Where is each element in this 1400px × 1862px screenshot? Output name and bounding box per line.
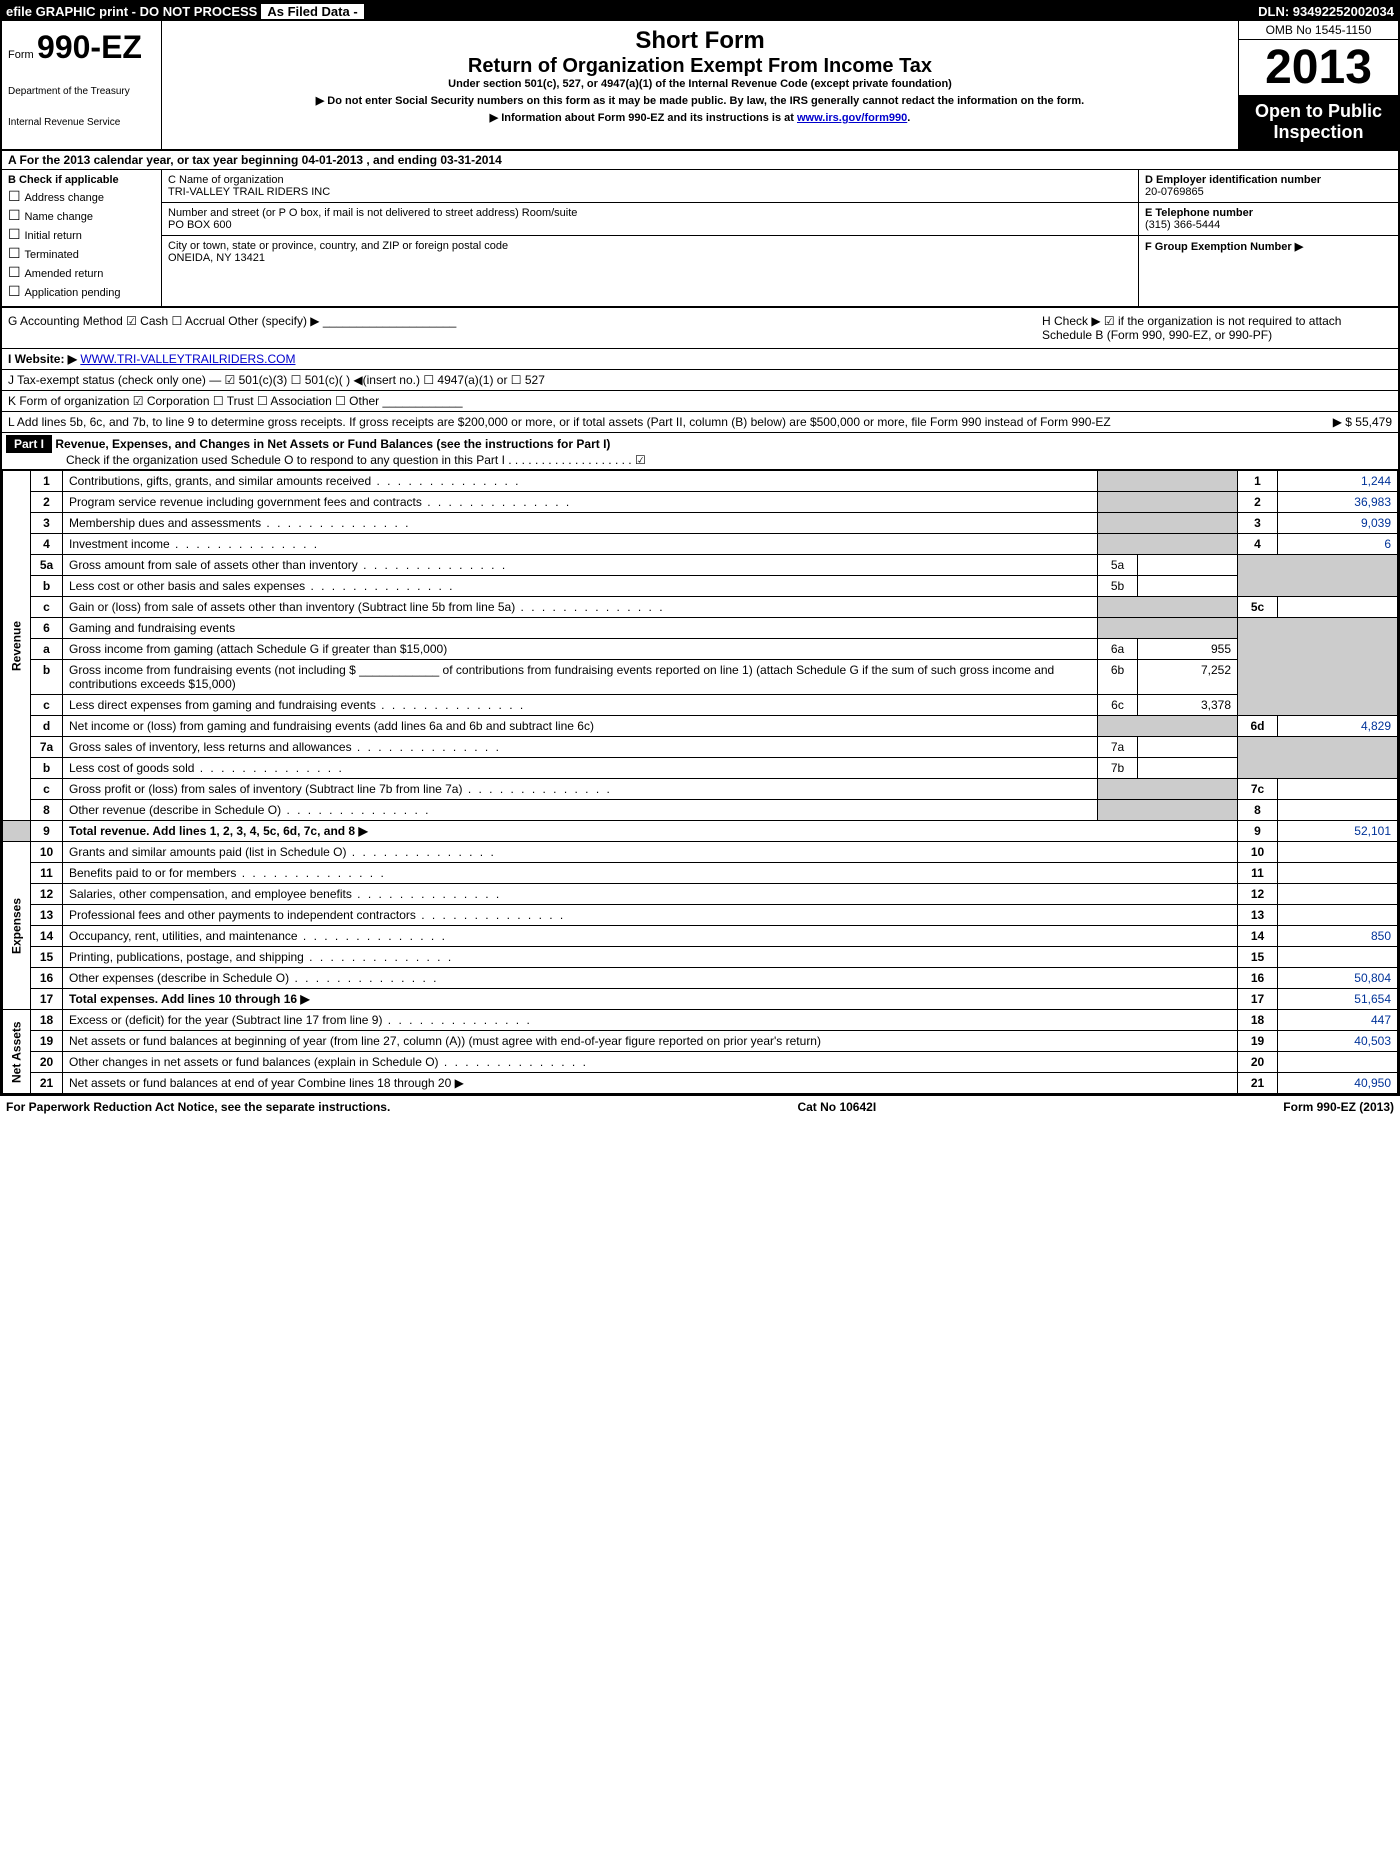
- row-k-formorg: K Form of organization ☑ Corporation ☐ T…: [2, 391, 1398, 412]
- col-b-checkboxes: B Check if applicable Address change Nam…: [2, 170, 162, 306]
- chk-pending[interactable]: Application pending: [8, 283, 155, 300]
- row-g-h: G Accounting Method ☑ Cash ☐ Accrual Oth…: [2, 308, 1398, 349]
- col-d-ein: D Employer identification number 20-0769…: [1138, 170, 1398, 306]
- row-l-gross: L Add lines 5b, 6c, and 7b, to line 9 to…: [2, 412, 1398, 433]
- form-prefix: Form: [8, 49, 34, 61]
- amt-6d: 4,829: [1278, 716, 1398, 737]
- schedule-b-check: H Check ▶ ☑ if the organization is not r…: [1042, 314, 1392, 342]
- amt-19: 40,503: [1278, 1031, 1398, 1052]
- row-a-taxyear: A For the 2013 calendar year, or tax yea…: [2, 151, 1398, 170]
- irs-label: Internal Revenue Service: [8, 117, 155, 128]
- return-title: Return of Organization Exempt From Incom…: [168, 55, 1232, 78]
- amt-21: 40,950: [1278, 1073, 1398, 1094]
- paperwork-notice: For Paperwork Reduction Act Notice, see …: [6, 1100, 390, 1114]
- part1-table: Revenue 1Contributions, gifts, grants, a…: [2, 470, 1398, 1094]
- asfiled-box: As Filed Data -: [261, 4, 363, 19]
- amt-2: 36,983: [1278, 492, 1398, 513]
- cat-no: Cat No 10642I: [797, 1100, 876, 1114]
- amt-6a: 955: [1138, 639, 1238, 660]
- form-990ez: efile GRAPHIC print - DO NOT PROCESS As …: [0, 0, 1400, 1096]
- website-link[interactable]: WWW.TRI-VALLEYTRAILRIDERS.COM: [80, 352, 295, 366]
- tax-year: 2013: [1239, 40, 1398, 95]
- amt-3: 9,039: [1278, 513, 1398, 534]
- row-i-website: I Website: ▶ WWW.TRI-VALLEYTRAILRIDERS.C…: [2, 349, 1398, 370]
- amt-6c: 3,378: [1138, 695, 1238, 716]
- amt-4: 6: [1278, 534, 1398, 555]
- short-form-title: Short Form: [168, 27, 1232, 55]
- efile-label: efile GRAPHIC print - DO NOT PROCESS: [6, 4, 257, 19]
- ein-value: 20-0769865: [1145, 186, 1204, 198]
- under-section: Under section 501(c), 527, or 4947(a)(1)…: [168, 78, 1232, 90]
- side-netassets: Net Assets: [3, 1010, 31, 1094]
- amt-17: 51,654: [1278, 989, 1398, 1010]
- warning-info: ▶ Information about Form 990-EZ and its …: [168, 111, 1232, 124]
- row-j-taxexempt: J Tax-exempt status (check only one) — ☑…: [2, 370, 1398, 391]
- top-bar: efile GRAPHIC print - DO NOT PROCESS As …: [2, 2, 1398, 21]
- amt-14: 850: [1278, 926, 1398, 947]
- chk-name[interactable]: Name change: [8, 207, 155, 224]
- amt-6b: 7,252: [1138, 660, 1238, 695]
- chk-address[interactable]: Address change: [8, 188, 155, 205]
- col-c-org: C Name of organization TRI-VALLEY TRAIL …: [162, 170, 1138, 306]
- side-revenue: Revenue: [3, 471, 31, 821]
- warning-ssn: ▶ Do not enter Social Security numbers o…: [168, 94, 1232, 107]
- chk-amended[interactable]: Amended return: [8, 264, 155, 281]
- open-public: Open to Public Inspection: [1239, 95, 1398, 149]
- form-ref: Form 990-EZ (2013): [1283, 1100, 1394, 1114]
- org-name: TRI-VALLEY TRAIL RIDERS INC: [168, 186, 1132, 198]
- amt-1: 1,244: [1278, 471, 1398, 492]
- section-b-c-d: B Check if applicable Address change Nam…: [2, 170, 1398, 308]
- gross-receipts: ▶ $ 55,479: [1333, 415, 1392, 429]
- chk-initial[interactable]: Initial return: [8, 226, 155, 243]
- chk-terminated[interactable]: Terminated: [8, 245, 155, 262]
- amt-18: 447: [1278, 1010, 1398, 1031]
- header: Form 990-EZ Department of the Treasury I…: [2, 21, 1398, 151]
- org-city: ONEIDA, NY 13421: [168, 252, 1132, 264]
- group-exemption: F Group Exemption Number ▶: [1145, 241, 1303, 253]
- dln-label: DLN: 93492252002034: [1258, 4, 1394, 19]
- part1-header: Part I Revenue, Expenses, and Changes in…: [2, 433, 1398, 470]
- omb-number: OMB No 1545-1150: [1239, 21, 1398, 40]
- accounting-method: G Accounting Method ☑ Cash ☐ Accrual Oth…: [8, 314, 1042, 342]
- phone-value: (315) 366-5444: [1145, 219, 1220, 231]
- dept-treasury: Department of the Treasury: [8, 86, 155, 97]
- irs-link[interactable]: www.irs.gov/form990: [797, 112, 907, 124]
- footer: For Paperwork Reduction Act Notice, see …: [0, 1096, 1400, 1118]
- form-number: 990-EZ: [37, 29, 142, 65]
- org-street: PO BOX 600: [168, 219, 1132, 231]
- side-expenses: Expenses: [3, 842, 31, 1010]
- amt-16: 50,804: [1278, 968, 1398, 989]
- amt-9: 52,101: [1278, 821, 1398, 842]
